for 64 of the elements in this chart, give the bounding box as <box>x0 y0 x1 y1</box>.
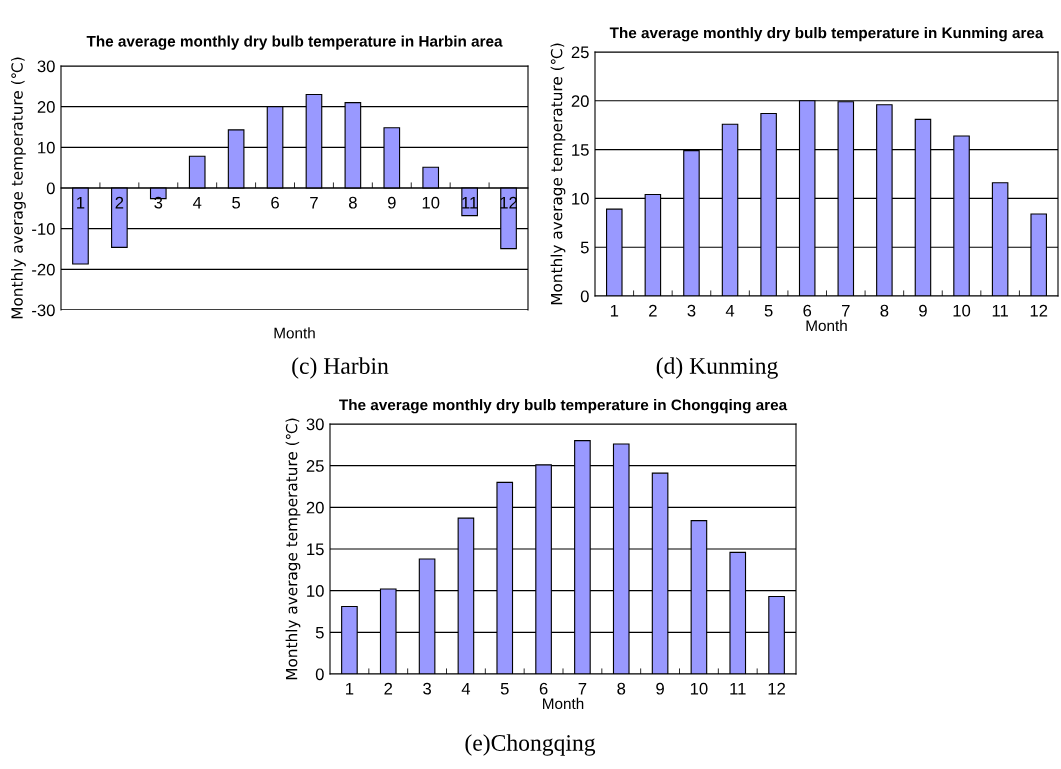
y-tick-label: -10 <box>32 223 55 235</box>
x-tick-label: 1 <box>610 304 619 317</box>
y-tick-label: 20 <box>571 95 589 107</box>
x-tick-label: 1 <box>346 682 354 695</box>
y-tick-label: 0 <box>580 290 589 303</box>
x-tick-label: 3 <box>687 304 696 317</box>
x-tick-label: 6 <box>803 304 812 317</box>
x-axis-title: Month <box>806 319 847 332</box>
y-tick-label: 25 <box>571 46 589 59</box>
y-axis-title: Monthly average temperature (℃) <box>550 43 566 305</box>
y-tick-label: 20 <box>306 501 324 514</box>
y-tick-label: 30 <box>37 60 55 73</box>
x-tick-label: 9 <box>919 304 927 317</box>
x-tick-label: 5 <box>232 196 241 209</box>
x-tick-label: 7 <box>578 682 587 695</box>
x-tick-label: 10 <box>422 196 440 209</box>
text: (e)Chongqing <box>465 734 596 756</box>
x-tick-label: 12 <box>1030 304 1048 317</box>
x-tick-label: 8 <box>348 196 357 209</box>
y-tick-label: 30 <box>306 418 324 431</box>
chart-title: The average monthly dry bulb temperature in Harbin area <box>86 35 503 50</box>
y-tick-label: 5 <box>580 241 589 254</box>
x-tick-label: 9 <box>387 196 396 209</box>
y-tick-label: 10 <box>38 141 55 154</box>
x-tick-label: 2 <box>115 196 124 209</box>
x-tick-label: 5 <box>764 304 773 317</box>
text: (c) Harbin <box>292 357 389 379</box>
y-tick-label: -30 <box>32 304 55 317</box>
x-tick-label: 8 <box>880 304 889 317</box>
y-tick-label: 15 <box>307 543 324 556</box>
x-tick-label: 8 <box>617 682 626 695</box>
x-tick-label: 7 <box>310 196 318 209</box>
x-tick-label: 2 <box>384 682 393 695</box>
y-tick-label: 20 <box>37 101 55 113</box>
y-axis-title: Monthly average temperature (℃) <box>285 418 301 680</box>
x-tick-label: 6 <box>271 196 279 209</box>
y-tick-label: 0 <box>315 668 324 681</box>
x-tick-label: 10 <box>690 682 708 695</box>
x-tick-label: 11 <box>992 304 1008 317</box>
x-tick-label: 10 <box>953 304 971 317</box>
x-tick-label: 5 <box>500 682 509 695</box>
y-tick-label: 0 <box>46 182 55 195</box>
x-tick-label: 6 <box>539 682 548 695</box>
x-tick-label: 4 <box>461 682 471 695</box>
x-axis-title: Month <box>543 697 584 710</box>
text: (d) Kunming <box>656 357 778 379</box>
y-tick-label: 10 <box>307 585 324 597</box>
y-tick-label: -20 <box>32 263 55 276</box>
x-tick-label: 11 <box>730 682 746 695</box>
y-tick-label: 5 <box>315 626 324 639</box>
x-axis-title: Month <box>274 327 315 339</box>
x-tick-label: 4 <box>725 304 735 317</box>
y-tick-label: 15 <box>572 144 589 156</box>
x-tick-label: 4 <box>192 196 202 209</box>
x-tick-label: 7 <box>842 304 850 317</box>
x-tick-label: 9 <box>656 682 664 695</box>
chart-title: The average monthly dry bulb temperature in Kunming area <box>609 27 1044 42</box>
x-tick-label: 1 <box>77 196 85 209</box>
y-tick-label: 25 <box>306 460 324 472</box>
x-tick-label: 3 <box>423 682 431 695</box>
y-axis-title: Monthly average temperature (℃) <box>11 57 26 319</box>
x-tick-label: 12 <box>768 682 786 695</box>
chart-title: The average monthly dry bulb temperature in Chongqing area <box>339 399 788 414</box>
x-tick-label: 2 <box>649 304 657 317</box>
